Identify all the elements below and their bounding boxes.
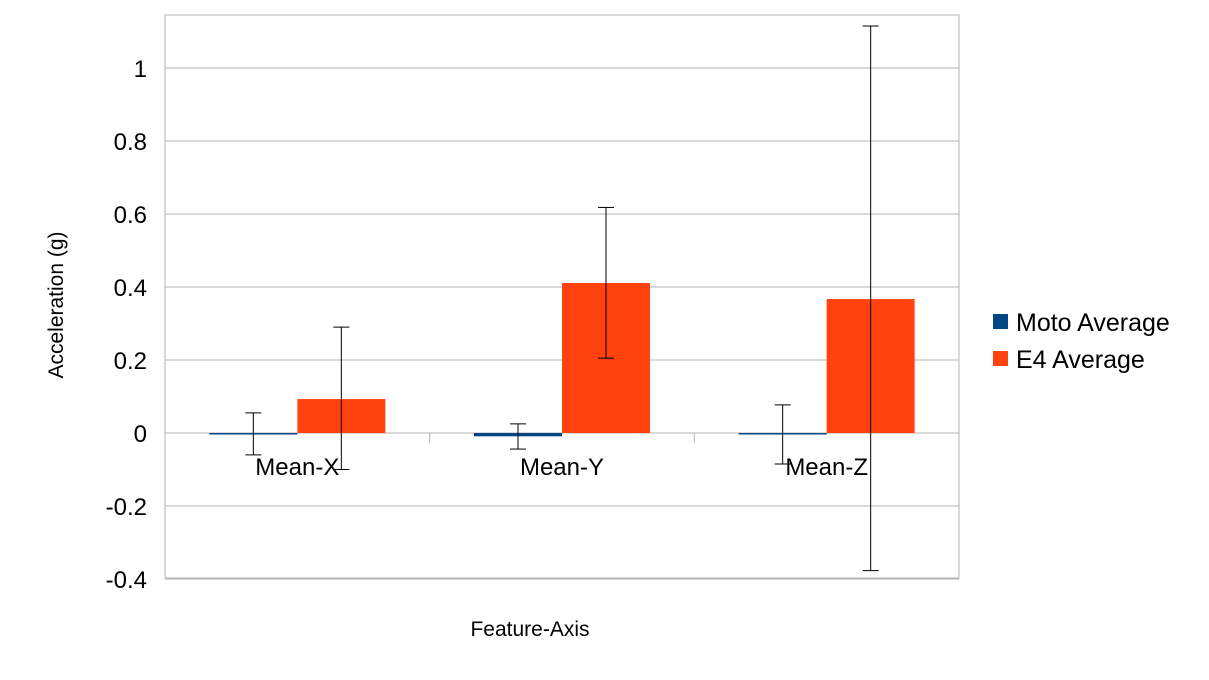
y-tick-label: 1 — [134, 56, 147, 83]
y-tick-label: 0.2 — [114, 348, 147, 375]
y-tick-labels: -0.4 -0.2 0 0.2 0.4 0.6 0.8 1 — [106, 56, 147, 594]
x-axis-label: Feature-Axis — [470, 618, 589, 641]
legend-swatch — [993, 351, 1008, 366]
y-tick-label: 0 — [134, 421, 147, 448]
category-label: Mean-X — [255, 454, 339, 481]
category-labels: Mean-X Mean-Y Mean-Z — [255, 454, 868, 481]
y-axis-label: Acceleration (g) — [45, 231, 68, 378]
legend: Moto Average E4 Average — [993, 309, 1170, 374]
legend-label: E4 Average — [1016, 346, 1145, 374]
y-tick-label: -0.4 — [106, 567, 147, 594]
y-tick-label: 0.6 — [114, 202, 147, 229]
plot-frame — [164, 14, 960, 579]
y-tick-label: -0.2 — [106, 494, 147, 521]
y-tick-label: 0.8 — [114, 129, 147, 156]
legend-label: Moto Average — [1016, 309, 1170, 337]
y-tick-label: 0.4 — [114, 275, 147, 302]
category-label: Mean-Z — [785, 454, 868, 481]
legend-swatch — [993, 314, 1008, 329]
category-label: Mean-Y — [520, 454, 604, 481]
error-bars — [245, 25, 879, 572]
